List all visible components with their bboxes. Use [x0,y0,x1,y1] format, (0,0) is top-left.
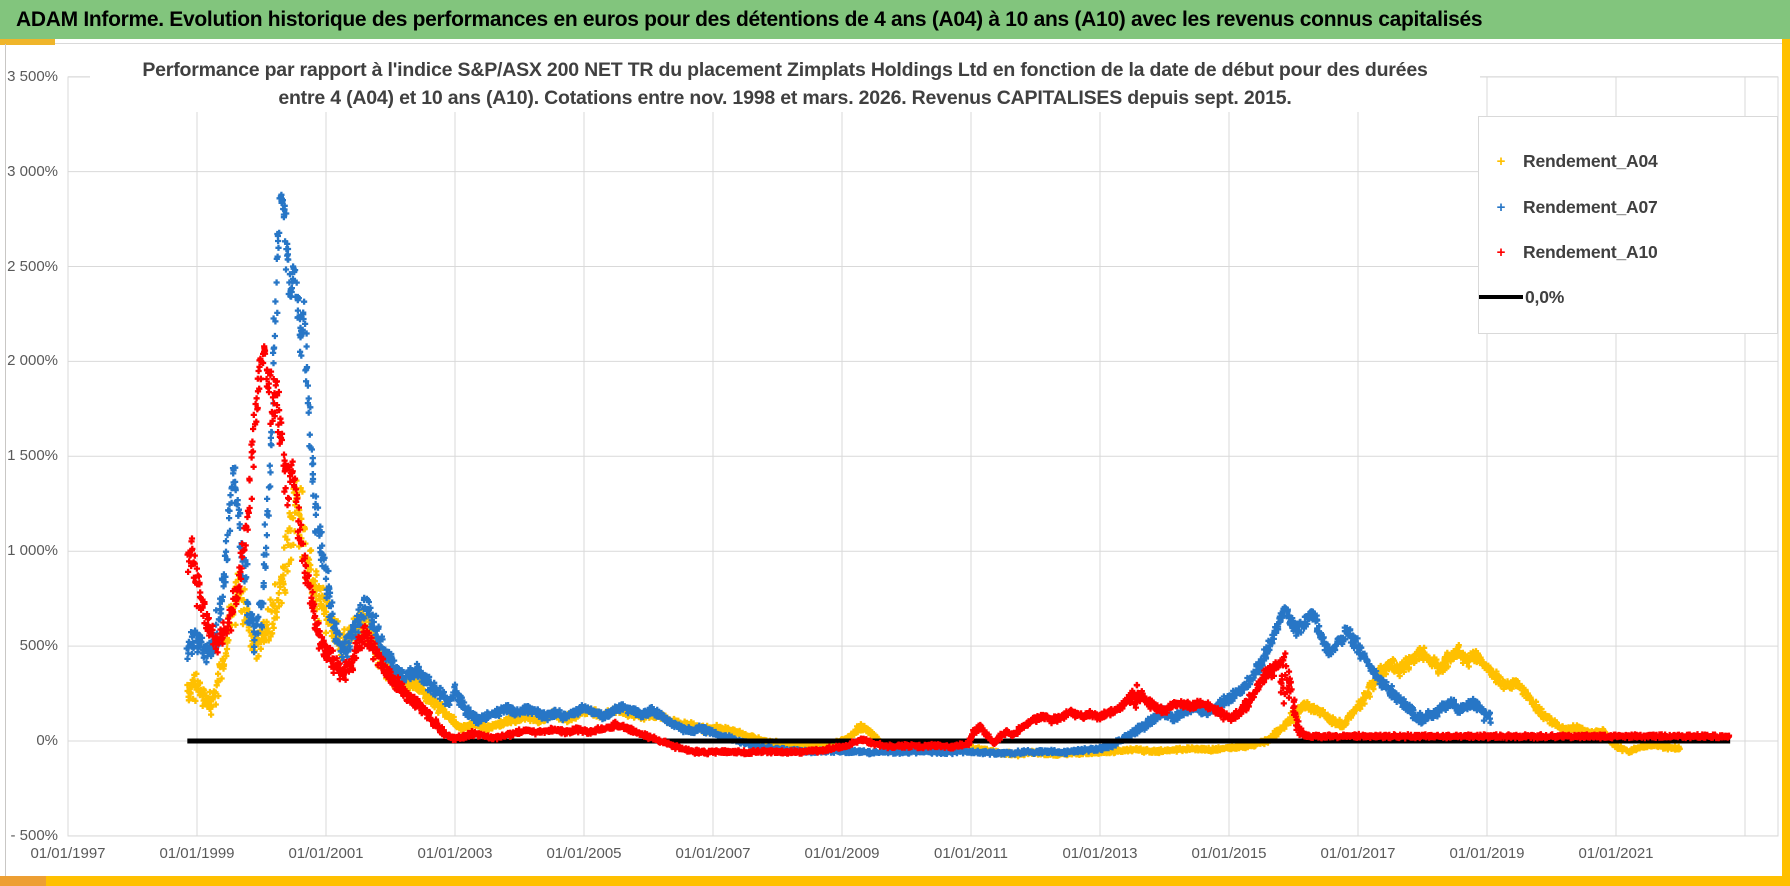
sheet-bottom-gold-border [0,876,1790,886]
legend-label: Rendement_A04 [1523,150,1658,171]
y-tick-label: - 500% [10,826,58,844]
x-tick-label: 01/01/2015 [1191,845,1267,862]
y-tick-label: 2 500% [7,257,58,275]
sheet-corner-gold-square [0,876,46,886]
y-tick-label: 2 000% [7,352,58,370]
x-tick-label: 01/01/2005 [546,845,622,862]
legend-label: Rendement_A07 [1523,196,1658,217]
chart-legend[interactable]: + Rendement_A04 + Rendement_A07 + Rendement_A… [1478,116,1778,334]
plus-marker-icon: + [1496,152,1506,170]
x-tick-label: 01/01/1997 [30,845,106,862]
header-divider-line [55,43,1790,44]
chart-title: Performance par rapport à l'indice S&P/A… [90,56,1480,112]
plus-marker-icon: + [1496,243,1506,261]
header-title: ADAM Informe. Evolution historique des p… [16,7,1483,31]
x-tick-label: 01/01/2007 [675,845,751,862]
y-tick-label: 3 500% [7,67,58,85]
series-rendement_a07[interactable] [183,191,1494,758]
x-tick-label: 01/01/2011 [934,845,1008,862]
x-tick-label: 01/01/2001 [288,845,364,862]
x-tick-label: 01/01/1999 [159,845,235,862]
x-tick-label: 01/01/2017 [1320,845,1396,862]
header-gold-underline [0,39,55,45]
zero-line-swatch-icon [1479,295,1523,299]
series-rendement_a10[interactable] [184,343,1733,758]
legend-item-rendement-a07[interactable]: + Rendement_A07 [1479,193,1775,221]
x-tick-label: 01/01/2019 [1449,845,1525,862]
sheet-right-gold-border [1782,39,1790,886]
legend-label: 0,0% [1525,286,1565,307]
x-tick-label: 01/01/2021 [1578,845,1654,862]
legend-item-rendement-a04[interactable]: + Rendement_A04 [1479,147,1775,175]
legend-item-0-0-[interactable]: 0,0% [1479,283,1775,311]
legend-label: Rendement_A10 [1523,241,1658,262]
y-tick-label: 1 500% [7,447,58,465]
plus-marker-icon: + [1496,198,1506,216]
y-tick-label: 500% [19,637,58,655]
x-tick-label: 01/01/2003 [417,845,493,862]
sheet-left-border [5,44,6,876]
x-tick-label: 01/01/2013 [1062,845,1138,862]
y-tick-label: 0% [36,732,58,749]
y-tick-label: 1 000% [7,542,58,560]
chart-title-line-2: entre 4 (A04) et 10 ans (A10). Cotations… [278,87,1292,109]
x-tick-label: 01/01/2009 [804,845,880,862]
chart-title-line-1: Performance par rapport à l'indice S&P/A… [142,59,1428,81]
legend-item-rendement-a10[interactable]: + Rendement_A10 [1479,238,1775,266]
header-banner: ADAM Informe. Evolution historique des p… [0,0,1790,39]
y-tick-label: 3 000% [7,162,58,180]
